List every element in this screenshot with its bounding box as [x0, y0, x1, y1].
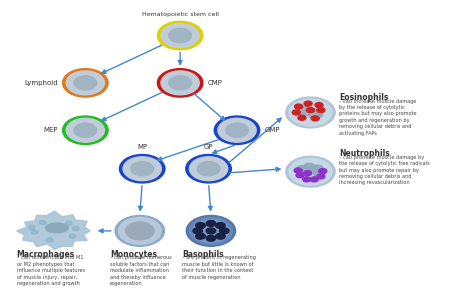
Circle shape — [286, 97, 335, 128]
Text: Monocytes: Monocytes — [110, 250, 157, 259]
Circle shape — [286, 156, 335, 187]
Text: Eosinophils: Eosinophils — [339, 93, 388, 102]
Circle shape — [190, 157, 228, 181]
Text: MP: MP — [137, 144, 147, 150]
Circle shape — [292, 110, 301, 115]
Polygon shape — [17, 211, 90, 250]
Circle shape — [190, 218, 232, 244]
Text: Hematopoietic stem cell: Hematopoietic stem cell — [142, 12, 219, 17]
Circle shape — [186, 155, 231, 183]
Text: Basophils: Basophils — [182, 250, 224, 259]
Text: Neutrophils: Neutrophils — [339, 149, 390, 158]
Circle shape — [126, 222, 154, 240]
Circle shape — [196, 233, 205, 239]
Circle shape — [289, 99, 332, 126]
Circle shape — [74, 76, 97, 90]
Text: – are present in regenerating
muscle but little is known of
their function in th: – are present in regenerating muscle but… — [182, 255, 256, 280]
Text: Macrophages: Macrophages — [17, 250, 75, 259]
Circle shape — [289, 158, 332, 185]
Text: MEP: MEP — [43, 127, 58, 133]
Circle shape — [193, 228, 202, 234]
Circle shape — [157, 21, 203, 50]
Circle shape — [304, 170, 312, 176]
Circle shape — [206, 221, 216, 226]
Circle shape — [63, 69, 108, 97]
Circle shape — [66, 118, 104, 142]
Circle shape — [115, 215, 164, 246]
Circle shape — [131, 162, 154, 176]
Circle shape — [196, 223, 205, 229]
Circle shape — [46, 238, 53, 242]
Circle shape — [206, 235, 216, 241]
Circle shape — [226, 123, 248, 137]
Circle shape — [317, 107, 325, 112]
Circle shape — [216, 223, 225, 229]
Text: – can produce numerous
soluble factors that can
modulate inflammation
and thereb: – can produce numerous soluble factors t… — [110, 255, 172, 286]
Circle shape — [123, 157, 161, 181]
Circle shape — [63, 116, 108, 144]
Circle shape — [302, 177, 311, 182]
Circle shape — [298, 115, 306, 120]
Circle shape — [161, 24, 199, 47]
Circle shape — [296, 106, 311, 116]
Circle shape — [73, 226, 79, 231]
Circle shape — [310, 177, 319, 182]
Circle shape — [74, 123, 97, 137]
Circle shape — [311, 116, 319, 121]
Circle shape — [214, 116, 260, 144]
Circle shape — [66, 71, 104, 95]
Text: GP: GP — [204, 144, 213, 150]
Circle shape — [306, 107, 315, 112]
Circle shape — [186, 215, 236, 246]
Circle shape — [197, 162, 220, 176]
Circle shape — [39, 221, 46, 225]
Circle shape — [304, 163, 315, 170]
Circle shape — [294, 104, 302, 109]
Circle shape — [294, 168, 302, 173]
Text: – can increase muscle damage
by the release of cytolytic
proteins but may also p: – can increase muscle damage by the rele… — [339, 99, 417, 136]
Text: GMP: GMP — [264, 127, 280, 133]
Circle shape — [296, 173, 304, 178]
Circle shape — [28, 225, 35, 229]
Circle shape — [219, 228, 229, 234]
Circle shape — [65, 221, 72, 225]
Text: CMP: CMP — [208, 80, 222, 86]
Circle shape — [169, 28, 191, 43]
Circle shape — [31, 230, 38, 234]
Circle shape — [206, 228, 216, 234]
Circle shape — [169, 76, 191, 90]
Circle shape — [161, 71, 199, 95]
Circle shape — [296, 166, 308, 173]
Circle shape — [317, 174, 325, 179]
Circle shape — [313, 169, 325, 176]
Circle shape — [311, 165, 323, 172]
Circle shape — [319, 169, 327, 173]
Text: – can promote muscle damage by
the release of cytolytic free radicals
but may al: – can promote muscle damage by the relea… — [339, 155, 429, 185]
Text: Lymphoid: Lymphoid — [24, 80, 58, 86]
Circle shape — [216, 233, 225, 239]
Circle shape — [193, 220, 228, 242]
Circle shape — [218, 118, 256, 142]
Circle shape — [157, 69, 203, 97]
Circle shape — [308, 109, 323, 119]
Circle shape — [119, 155, 165, 183]
Text: – can differentiate into M1
or M2 phenotypes that
influence multiple features
of: – can differentiate into M1 or M2 phenot… — [17, 255, 85, 286]
Circle shape — [304, 101, 312, 106]
Ellipse shape — [46, 223, 68, 233]
Circle shape — [69, 234, 76, 238]
Circle shape — [118, 218, 161, 244]
Circle shape — [315, 102, 323, 107]
